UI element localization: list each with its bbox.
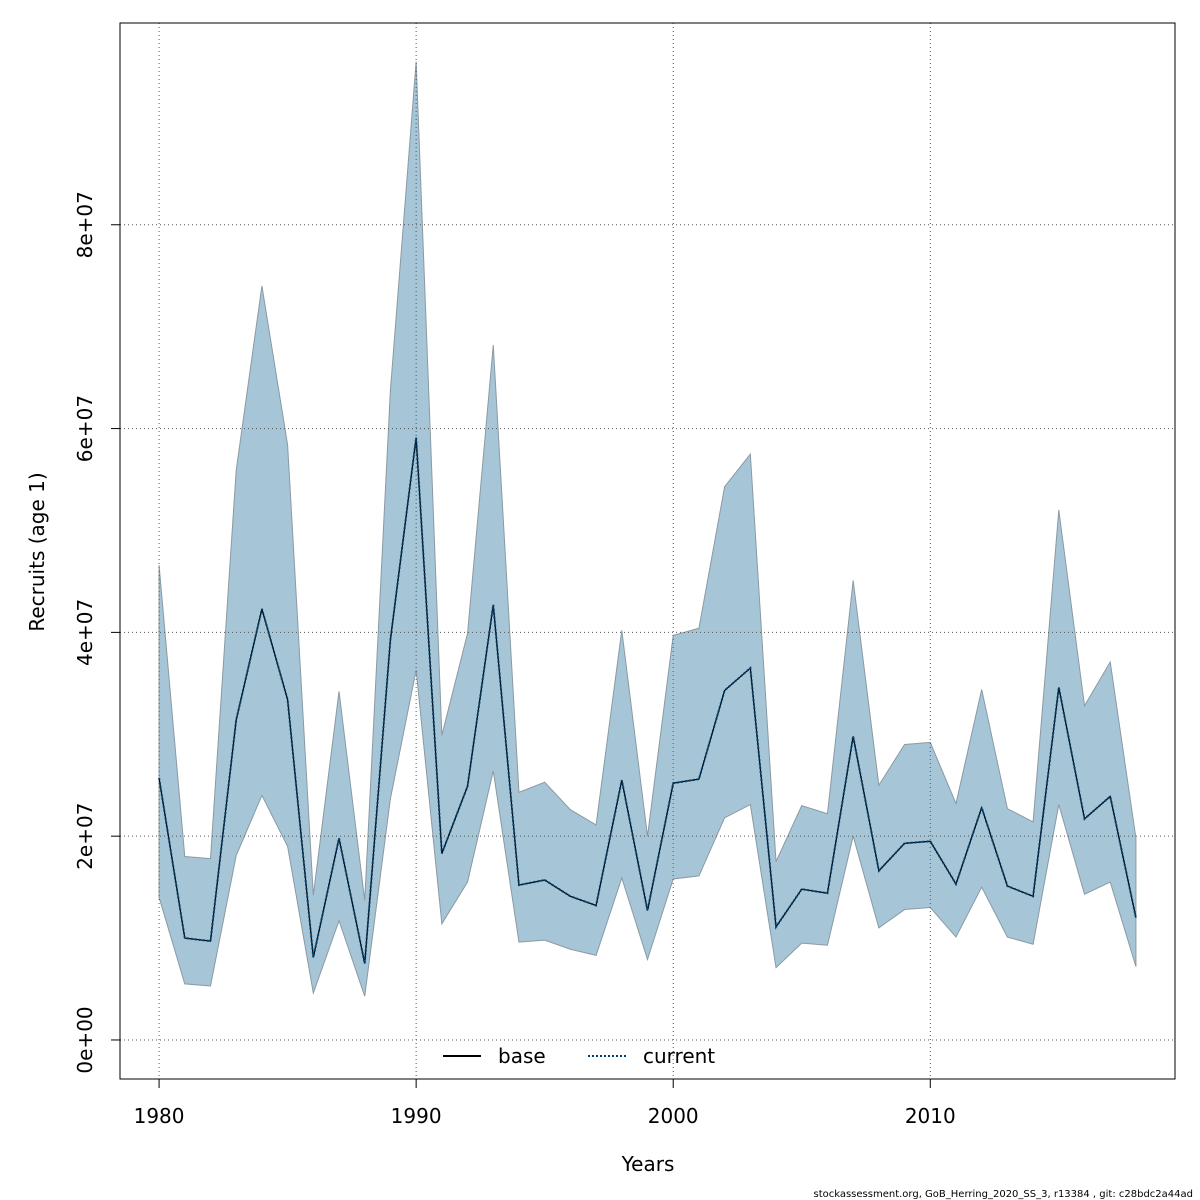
y-tick-label: 6e+07 (73, 395, 97, 462)
series-line (158, 437, 1137, 964)
y-tick-label: 4e+07 (73, 599, 97, 666)
y-tick-label: 0e+00 (73, 1006, 97, 1073)
plot-frame (119, 22, 1176, 1080)
x-axis-title: Years (621, 1152, 675, 1176)
confidence-band (158, 61, 1137, 997)
x-tick-label: 2010 (905, 1104, 956, 1128)
legend-label: current (643, 1044, 715, 1068)
y-tick-label: 8e+07 (73, 191, 97, 258)
footnote: stockassessment.org, GoB_Herring_2020_SS… (813, 1189, 1193, 1200)
x-tick-label: 1980 (134, 1104, 185, 1128)
x-tick-label: 1990 (391, 1104, 442, 1128)
legend-label: base (498, 1044, 546, 1068)
x-tick-label: 2000 (648, 1104, 699, 1128)
y-tick-label: 2e+07 (73, 803, 97, 870)
y-axis-title: Recruits (age 1) (25, 472, 49, 631)
